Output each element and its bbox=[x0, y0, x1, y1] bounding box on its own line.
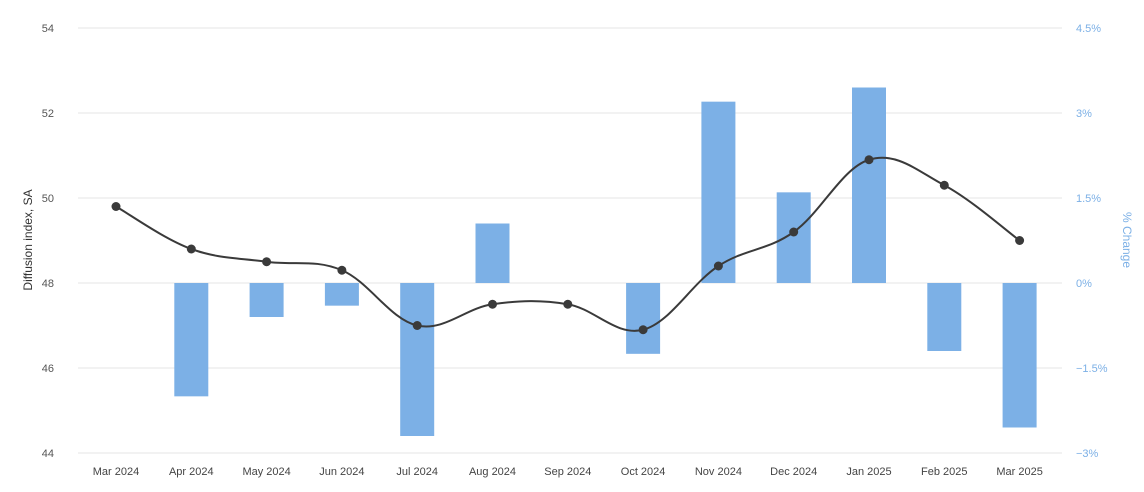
x-tick-label: Apr 2024 bbox=[169, 466, 214, 478]
line-point[interactable] bbox=[337, 265, 347, 275]
left-tick-label: 48 bbox=[42, 278, 54, 290]
left-tick-label: 54 bbox=[42, 23, 54, 35]
bar[interactable] bbox=[249, 283, 284, 317]
x-tick-label: Sep 2024 bbox=[544, 466, 591, 478]
bar[interactable] bbox=[400, 283, 435, 436]
line-point[interactable] bbox=[638, 325, 648, 335]
line-point[interactable] bbox=[789, 227, 799, 237]
x-tick-label: Nov 2024 bbox=[695, 466, 742, 478]
right-tick-label: −1.5% bbox=[1076, 363, 1108, 375]
bar[interactable] bbox=[174, 283, 209, 397]
right-tick-label: 3% bbox=[1076, 108, 1092, 120]
x-tick-label: Jul 2024 bbox=[396, 466, 438, 478]
bar[interactable] bbox=[852, 87, 886, 284]
left-axis-ticks: 44 46 48 50 52 54 bbox=[42, 23, 54, 460]
x-tick-label: Feb 2025 bbox=[921, 466, 967, 478]
bar[interactable] bbox=[626, 283, 661, 354]
x-tick-label: Aug 2024 bbox=[469, 466, 516, 478]
x-tick-label: Mar 2024 bbox=[93, 466, 139, 478]
right-tick-label: 0% bbox=[1076, 278, 1092, 290]
left-tick-label: 52 bbox=[42, 108, 54, 120]
right-axis-title: % Change bbox=[1120, 212, 1134, 268]
right-tick-label: 1.5% bbox=[1076, 193, 1101, 205]
line-point[interactable] bbox=[713, 261, 723, 271]
bar[interactable] bbox=[776, 192, 811, 283]
line-point[interactable] bbox=[1015, 236, 1025, 245]
line-point[interactable] bbox=[939, 180, 949, 190]
x-tick-label: May 2024 bbox=[242, 466, 290, 478]
right-tick-label: −3% bbox=[1076, 448, 1099, 460]
line-point[interactable] bbox=[488, 299, 497, 309]
left-axis-title: Diffusion index, SA bbox=[21, 189, 35, 290]
line-point[interactable] bbox=[262, 257, 272, 267]
line-point[interactable] bbox=[111, 202, 121, 211]
x-tick-label: Jan 2025 bbox=[846, 466, 891, 478]
bar[interactable] bbox=[324, 283, 359, 306]
bar[interactable] bbox=[1002, 283, 1037, 428]
x-tick-label: Dec 2024 bbox=[770, 466, 817, 478]
line-point[interactable] bbox=[186, 244, 196, 254]
x-tick-label: Jun 2024 bbox=[319, 466, 364, 478]
line-point[interactable] bbox=[563, 299, 573, 309]
x-axis-ticks: Mar 2024 Apr 2024 May 2024 Jun 2024 Jul 2024… bbox=[93, 466, 1043, 478]
gridlines bbox=[78, 27, 1062, 454]
bar[interactable] bbox=[927, 283, 962, 351]
left-tick-label: 50 bbox=[42, 193, 54, 205]
left-tick-label: 46 bbox=[42, 363, 54, 375]
right-tick-label: 4.5% bbox=[1076, 23, 1101, 35]
x-tick-label: Oct 2024 bbox=[621, 466, 666, 478]
line-series bbox=[111, 155, 1025, 335]
bar[interactable] bbox=[701, 101, 736, 284]
left-tick-label: 44 bbox=[42, 448, 54, 460]
right-axis-ticks: −3% −1.5% 0% 1.5% 3% 4.5% bbox=[1076, 23, 1108, 460]
x-tick-label: Mar 2025 bbox=[996, 466, 1042, 478]
bar[interactable] bbox=[475, 223, 510, 284]
line-point[interactable] bbox=[412, 321, 422, 330]
line-point[interactable] bbox=[864, 155, 874, 165]
bar-series bbox=[174, 87, 1037, 436]
